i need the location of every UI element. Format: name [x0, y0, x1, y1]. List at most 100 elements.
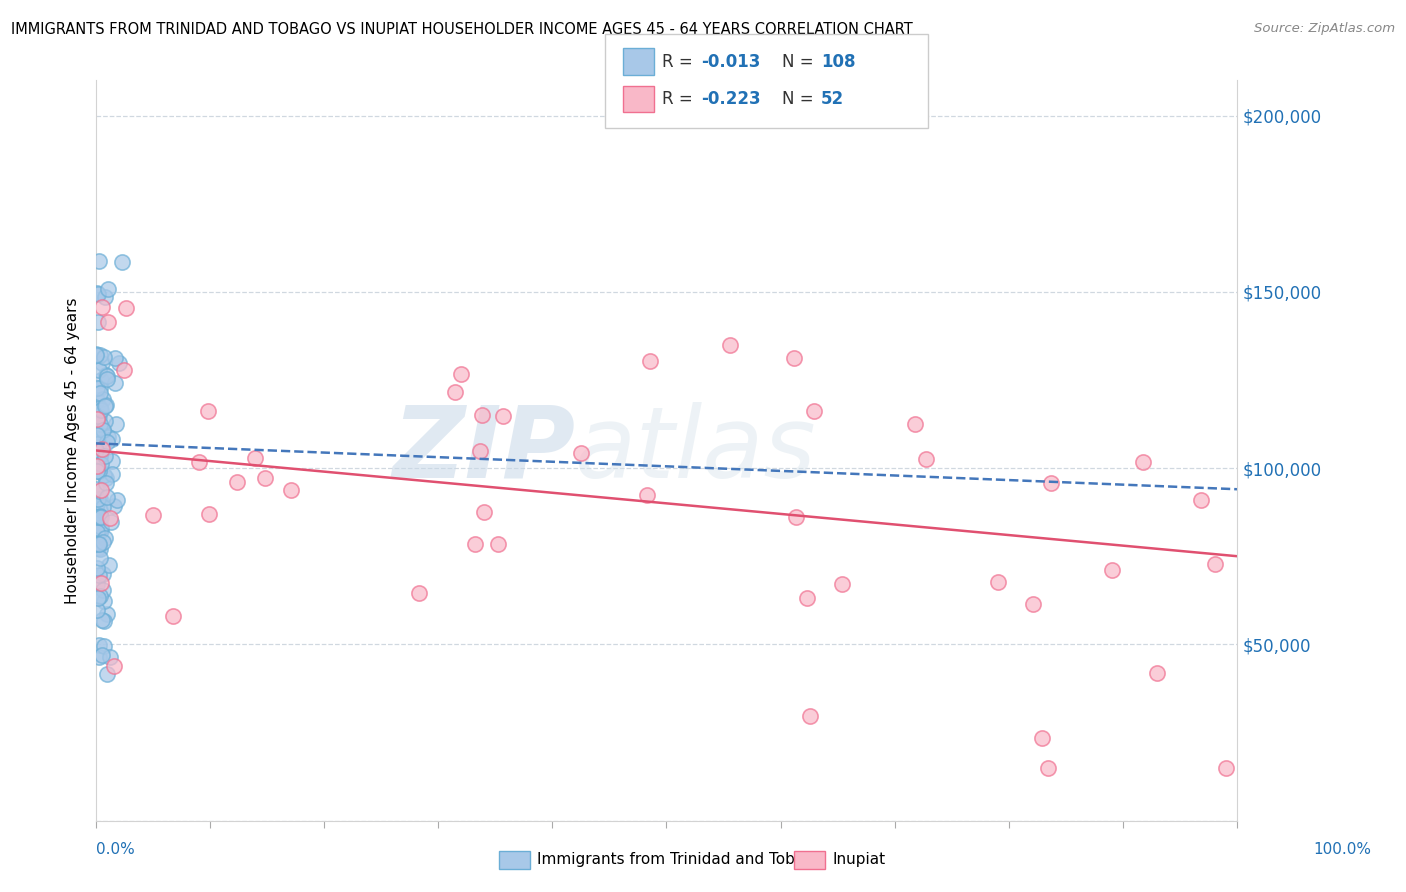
Point — [84, 425, 107, 439]
Point — [799, 708, 821, 723]
Text: atlas: atlas — [575, 402, 817, 499]
Text: 108: 108 — [821, 53, 856, 70]
Point — [90, 403, 112, 417]
Point — [914, 452, 936, 467]
Point — [1031, 731, 1053, 745]
Y-axis label: Householder Income Ages 45 - 64 years: Householder Income Ages 45 - 64 years — [65, 297, 80, 604]
Point — [94, 471, 117, 485]
Text: -0.013: -0.013 — [702, 53, 761, 70]
Point — [198, 507, 221, 521]
Point — [89, 509, 111, 524]
Point — [86, 577, 108, 591]
Point — [243, 451, 266, 466]
Text: Inupiat: Inupiat — [832, 853, 886, 867]
Point — [86, 411, 108, 425]
Point — [89, 541, 111, 556]
Point — [89, 253, 111, 268]
Point — [90, 356, 112, 370]
Text: IMMIGRANTS FROM TRINIDAD AND TOBAGO VS INUPIAT HOUSEHOLDER INCOME AGES 45 - 64 Y: IMMIGRANTS FROM TRINIDAD AND TOBAGO VS I… — [11, 22, 912, 37]
Point — [86, 428, 108, 442]
Text: R =: R = — [662, 90, 699, 108]
Point — [96, 607, 118, 621]
Point — [84, 483, 107, 497]
Point — [89, 503, 111, 517]
Point — [89, 650, 111, 665]
Point — [93, 423, 115, 437]
Point — [91, 567, 114, 582]
Point — [93, 400, 115, 414]
Point — [87, 436, 110, 450]
Point — [904, 417, 927, 432]
Point — [87, 541, 110, 556]
Point — [87, 437, 110, 451]
Text: 52: 52 — [821, 90, 844, 108]
Point — [142, 508, 165, 522]
Point — [96, 372, 118, 386]
Point — [491, 409, 513, 423]
Point — [87, 536, 110, 550]
Point — [114, 301, 136, 315]
Text: -0.223: -0.223 — [702, 90, 761, 108]
Point — [97, 430, 120, 444]
Point — [89, 510, 111, 524]
Point — [569, 446, 592, 460]
Point — [1146, 666, 1168, 681]
Point — [86, 525, 108, 540]
Point — [93, 350, 115, 364]
Point — [197, 404, 219, 418]
Point — [87, 315, 110, 329]
Point — [87, 537, 110, 551]
Point — [98, 511, 121, 525]
Point — [89, 589, 111, 603]
Point — [93, 639, 115, 653]
Point — [91, 300, 114, 314]
Point — [831, 576, 853, 591]
Point — [84, 348, 107, 362]
Point — [87, 638, 110, 652]
Text: N =: N = — [782, 90, 818, 108]
Point — [89, 550, 111, 565]
Point — [96, 434, 118, 449]
Point — [86, 464, 108, 478]
Point — [84, 510, 107, 524]
Point — [796, 591, 818, 605]
Point — [471, 409, 494, 423]
Point — [103, 659, 125, 673]
Point — [86, 603, 108, 617]
Point — [90, 373, 112, 387]
Point — [187, 455, 209, 469]
Point — [94, 290, 117, 304]
Point — [86, 560, 108, 574]
Point — [1038, 761, 1060, 775]
Point — [90, 441, 112, 455]
Point — [803, 404, 825, 418]
Point — [107, 356, 129, 370]
Text: 0.0%: 0.0% — [96, 842, 135, 856]
Point — [89, 484, 111, 499]
Point — [101, 467, 124, 481]
Point — [987, 575, 1010, 590]
Point — [90, 509, 112, 524]
Text: Immigrants from Trinidad and Tobago: Immigrants from Trinidad and Tobago — [537, 853, 824, 867]
Point — [638, 354, 661, 368]
Point — [87, 409, 110, 423]
Text: 100.0%: 100.0% — [1313, 842, 1371, 856]
Point — [112, 363, 135, 377]
Point — [444, 384, 467, 399]
Point — [89, 524, 111, 539]
Point — [1132, 455, 1154, 469]
Text: ZIP: ZIP — [392, 402, 575, 499]
Text: Source: ZipAtlas.com: Source: ZipAtlas.com — [1254, 22, 1395, 36]
Point — [86, 381, 108, 395]
Point — [91, 423, 114, 437]
Point — [84, 443, 107, 458]
Point — [86, 458, 108, 473]
Point — [84, 456, 107, 470]
Point — [87, 287, 110, 301]
Point — [783, 351, 806, 365]
Point — [1189, 492, 1212, 507]
Point — [89, 449, 111, 463]
Point — [97, 315, 120, 329]
Point — [94, 532, 117, 546]
Point — [89, 381, 111, 395]
